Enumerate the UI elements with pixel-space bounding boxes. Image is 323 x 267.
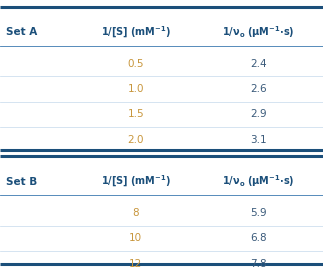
- Text: 2.6: 2.6: [250, 84, 267, 94]
- Text: 2.9: 2.9: [250, 109, 267, 119]
- Text: 3.1: 3.1: [250, 135, 267, 145]
- Text: 7.8: 7.8: [250, 259, 267, 267]
- Text: 0.5: 0.5: [127, 58, 144, 69]
- Text: 1.5: 1.5: [127, 109, 144, 119]
- Text: $\mathbf{1/[S]}$ $\mathbf{(mM^{-1})}$: $\mathbf{1/[S]}$ $\mathbf{(mM^{-1})}$: [100, 174, 171, 189]
- Text: 1.0: 1.0: [127, 84, 144, 94]
- Text: $\mathbf{1/\nu_o}$ $\mathbf{(\mu M^{-1}{\cdot}s)}$: $\mathbf{1/\nu_o}$ $\mathbf{(\mu M^{-1}{…: [222, 24, 295, 40]
- Text: $\mathbf{1/\nu_o}$ $\mathbf{(\mu M^{-1}{\cdot}s)}$: $\mathbf{1/\nu_o}$ $\mathbf{(\mu M^{-1}{…: [222, 174, 295, 190]
- Text: 12: 12: [129, 259, 142, 267]
- Text: 2.4: 2.4: [250, 58, 267, 69]
- Text: Set B: Set B: [6, 176, 38, 187]
- Text: 6.8: 6.8: [250, 233, 267, 244]
- Text: 8: 8: [132, 208, 139, 218]
- Text: $\mathbf{1/[S]}$ $\mathbf{(mM^{-1})}$: $\mathbf{1/[S]}$ $\mathbf{(mM^{-1})}$: [100, 24, 171, 40]
- Text: Set A: Set A: [6, 27, 38, 37]
- Text: 2.0: 2.0: [127, 135, 144, 145]
- Text: 5.9: 5.9: [250, 208, 267, 218]
- Text: 10: 10: [129, 233, 142, 244]
